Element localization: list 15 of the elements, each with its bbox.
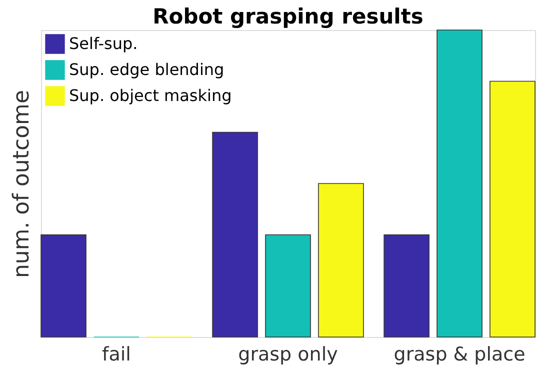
bar	[490, 80, 536, 338]
x-tick-label: grasp & place	[394, 344, 526, 366]
legend-label: Self-sup.	[69, 34, 138, 53]
y-axis-title: num. of outcome	[10, 90, 34, 278]
chart-title: Robot grasping results	[152, 4, 424, 29]
legend-label: Sup. object masking	[69, 86, 232, 105]
bar	[265, 234, 311, 338]
x-tick-label: grasp only	[238, 344, 338, 366]
bar	[212, 132, 258, 338]
bar	[40, 234, 86, 338]
bar	[318, 183, 364, 338]
bar	[436, 30, 482, 338]
x-tick-label: fail	[102, 344, 131, 366]
legend-label: Sup. edge blending	[69, 60, 224, 79]
bar	[384, 234, 430, 338]
